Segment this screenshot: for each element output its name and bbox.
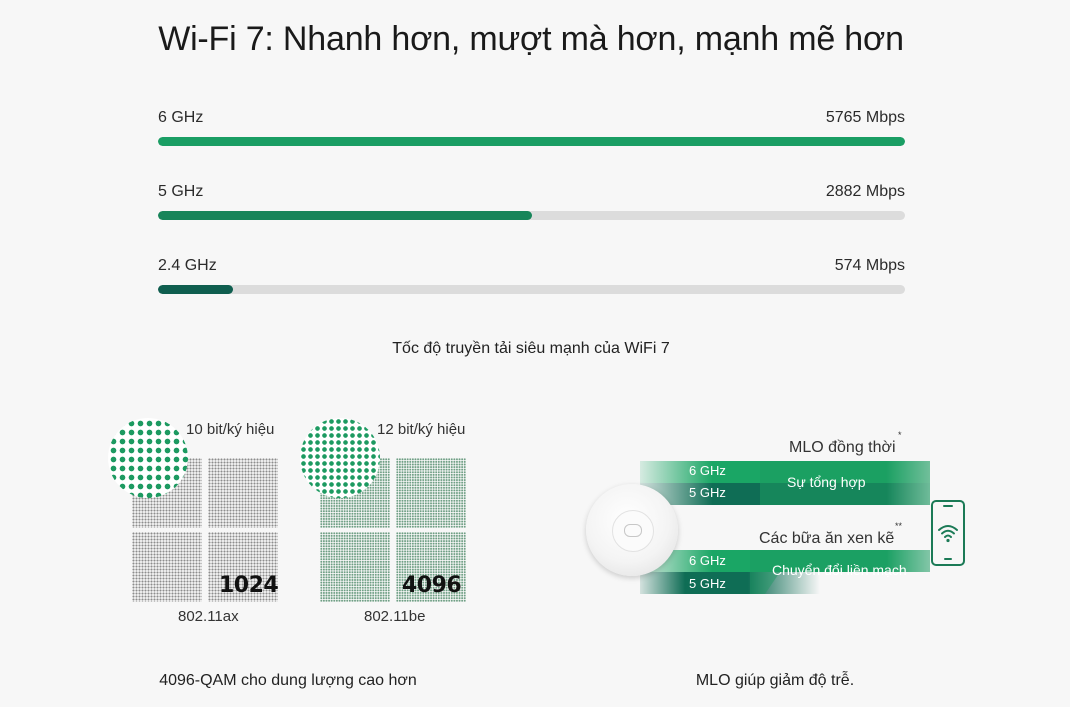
qam-1024-zoom-circle	[108, 418, 188, 498]
seamless-switch-overlay	[750, 550, 930, 594]
band-label: 6 GHz	[158, 109, 204, 126]
qam-4096-bits-label: 12 bit/ký hiệu	[377, 421, 466, 438]
qam-4096-number: 4096	[402, 573, 462, 598]
qam-1024-standard: 802.11ax	[178, 608, 239, 625]
speed-value: 574 Mbps	[834, 257, 905, 274]
qam-1024-number: 1024	[219, 573, 279, 598]
aggregation-overlay	[760, 461, 930, 505]
footnote-mark: *	[898, 430, 902, 440]
speed-bar-track	[158, 285, 905, 294]
speed-row-6ghz: 6 GHz 5765 Mbps	[158, 109, 905, 146]
mlo-alternating-bands	[640, 550, 930, 594]
sim-aggregation-label: Sự tổng hợp	[787, 474, 866, 490]
speed-bar-track	[158, 137, 905, 146]
qam-quadrant	[320, 532, 390, 602]
band-label: 2.4 GHz	[158, 257, 217, 274]
access-point-ring	[612, 510, 654, 552]
mlo-simultaneous-bands	[640, 461, 930, 505]
speed-value: 2882 Mbps	[825, 183, 905, 200]
speed-value: 5765 Mbps	[825, 109, 905, 126]
brand-logo-icon	[624, 524, 642, 537]
sim-band-6ghz: 6 GHz	[689, 463, 726, 478]
speed-caption: Tốc độ truyền tải siêu mạnh của WiFi 7	[392, 340, 670, 357]
speed-bar-fill	[158, 137, 905, 146]
alt-band-6ghz: 6 GHz	[689, 553, 726, 568]
speed-bar-fill	[158, 211, 532, 220]
mlo-simultaneous-title: MLO đồng thời	[789, 439, 896, 456]
alt-band-5ghz: 5 GHz	[689, 576, 726, 591]
qam-caption: 4096-QAM cho dung lượng cao hơn	[159, 672, 417, 689]
qam-1024-bits-label: 10 bit/ký hiệu	[186, 421, 275, 438]
phone-home-bar	[944, 558, 952, 560]
qam-quadrant	[396, 532, 466, 602]
qam-quadrant	[396, 458, 466, 528]
speed-bar-fill	[158, 285, 233, 294]
speed-row-2-4ghz: 2.4 GHz 574 Mbps	[158, 257, 905, 294]
band-label: 5 GHz	[158, 183, 204, 200]
alt-switch-label: Chuyển đổi liền mạch	[772, 562, 907, 578]
footnote-mark: **	[895, 521, 903, 531]
page-title: Wi-Fi 7: Nhanh hơn, mượt mà hơn, mạnh mẽ…	[158, 20, 904, 58]
band-strip-6ghz	[640, 550, 930, 572]
qam-4096-zoom-circle	[300, 418, 380, 498]
qam-quadrant	[208, 458, 278, 528]
access-point-image	[586, 484, 678, 576]
qam-quadrant	[132, 532, 202, 602]
mlo-caption: MLO giúp giảm độ trễ.	[695, 672, 855, 689]
mlo-alternating-title: Các bữa ăn xen kẽ	[759, 530, 895, 547]
phone-notch	[943, 505, 953, 507]
qam-4096-standard: 802.11be	[364, 608, 426, 625]
band-strip-5ghz	[640, 572, 820, 594]
sim-band-5ghz: 5 GHz	[689, 485, 726, 500]
phone-icon	[931, 500, 965, 566]
speed-row-5ghz: 5 GHz 2882 Mbps	[158, 183, 905, 220]
speed-bar-track	[158, 211, 905, 220]
wifi-icon	[938, 525, 958, 543]
qam-quadrant	[208, 532, 278, 602]
